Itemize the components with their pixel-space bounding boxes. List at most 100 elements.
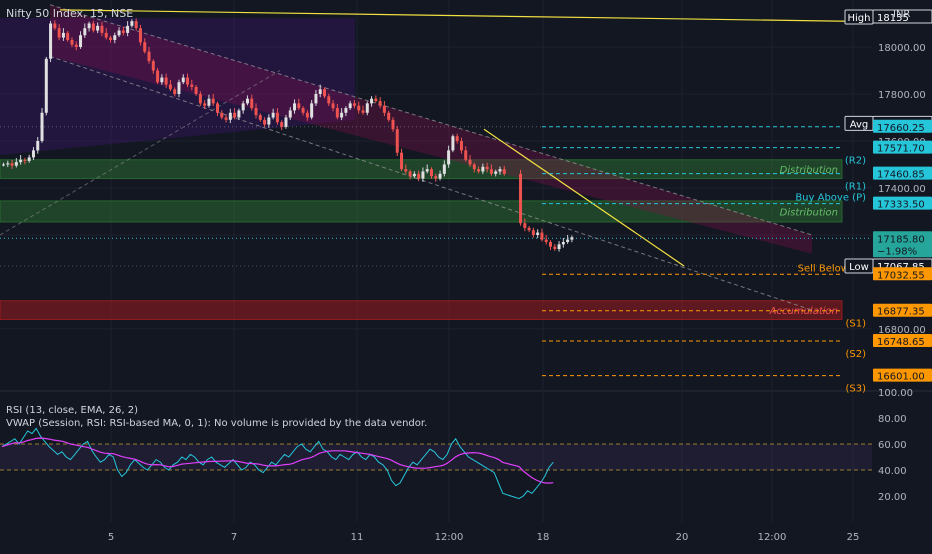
candle-body [113,35,117,40]
candle-body [267,117,271,125]
candle-body [293,103,297,111]
candle-body [203,103,207,106]
candle-body [561,241,565,245]
candle-body [536,232,540,235]
candle-body [301,108,305,113]
candle-body [404,169,408,172]
candle-body [425,169,429,172]
candle-body [224,117,228,120]
candle-body [502,169,506,174]
badge-label: Low [849,262,869,273]
pivot-label: (S3) [845,384,866,395]
pivot-label: (S2) [845,349,866,360]
pivot-label: (R1) [845,182,866,193]
candle-body [10,163,14,166]
candle-body [400,152,404,170]
price-badge-box [873,231,932,258]
x-tick-label: 12:00 [758,532,787,543]
candle-body [348,103,352,109]
candle-body [531,230,535,235]
price-badge-value: 16877.35 [877,307,925,318]
candle-body [557,244,561,250]
currency-label[interactable]: INR [893,9,910,20]
x-tick-label: 25 [847,532,860,543]
candle-body [519,173,523,224]
candle-body [361,110,365,113]
candle-body [284,117,288,127]
candle-body [156,70,160,83]
x-tick-label: 12:00 [435,532,464,543]
candle-body [14,162,18,166]
candle-body [335,108,339,118]
candle-body [468,159,472,165]
candle-body [310,103,314,118]
candle-body [164,77,168,85]
pivot-label: Buy Above (P) [795,193,866,204]
candle-body [211,98,215,104]
candle-body [305,112,309,118]
top-trendline [59,9,873,23]
zone-rect [0,159,843,180]
rising-dashed-line [0,70,281,236]
symbol-title[interactable]: Nifty 50 Index, 15, NSE [6,7,133,20]
price-badge-value: 18155 [877,13,909,24]
candle-body [96,25,100,31]
candle-body [117,30,121,36]
candle-body [489,169,493,174]
candle-body [395,129,399,153]
candle-body [331,103,335,109]
price-badges: High18155Avg17674.8017660.2517571.701746… [844,9,932,383]
candle-body [186,77,190,85]
candle-body [160,77,164,83]
rsi-line [1,427,554,500]
candle-body [250,98,254,109]
candle-body [70,39,74,45]
candle-body [288,110,292,118]
candle-body [245,98,249,104]
candle-body [100,25,104,33]
candle-body [254,108,258,116]
candle-body [540,232,544,240]
candle-body [297,103,301,109]
price-badge-change: −1.98% [877,246,917,257]
candle-body [451,136,455,151]
down-trendline [483,128,685,267]
candle-body [190,84,194,87]
candle-body [263,119,267,125]
candle-body [198,93,202,104]
price-badge-value: 16601.00 [877,372,925,383]
rsi-panel [0,427,872,500]
candle-body [438,173,442,179]
y-tick-label: 17800.00 [878,90,926,101]
x-tick-label: 5 [108,532,114,543]
candle-body [417,173,421,179]
candle-body [40,112,44,141]
candle-body [237,110,241,118]
candle-body [177,82,181,94]
candle-body [134,21,138,29]
candle-body [66,32,70,40]
candle-body [485,166,489,170]
candle-body [61,32,65,38]
rsi-legend-line1[interactable]: RSI (13, close, EMA, 26, 2) [6,405,138,416]
zone-label: Accumulation [769,306,838,317]
price-badge-value: 17460.85 [877,170,925,181]
candle-body [494,171,498,174]
price-badge-box [873,368,932,382]
candle-body [31,150,35,158]
pivot-label: (S1) [845,319,866,330]
price-badge-box [872,9,932,24]
badge-label: Avg [850,119,869,130]
candle-body [271,112,275,118]
channel-lower-line [49,55,813,311]
candle-body [83,28,87,36]
price-badge-value: 17660.25 [877,123,925,134]
price-badge-box [873,196,932,210]
candle-body [481,166,485,172]
price-badge-box [873,303,932,317]
price-badge-box [873,166,932,180]
candle-body [477,169,481,172]
